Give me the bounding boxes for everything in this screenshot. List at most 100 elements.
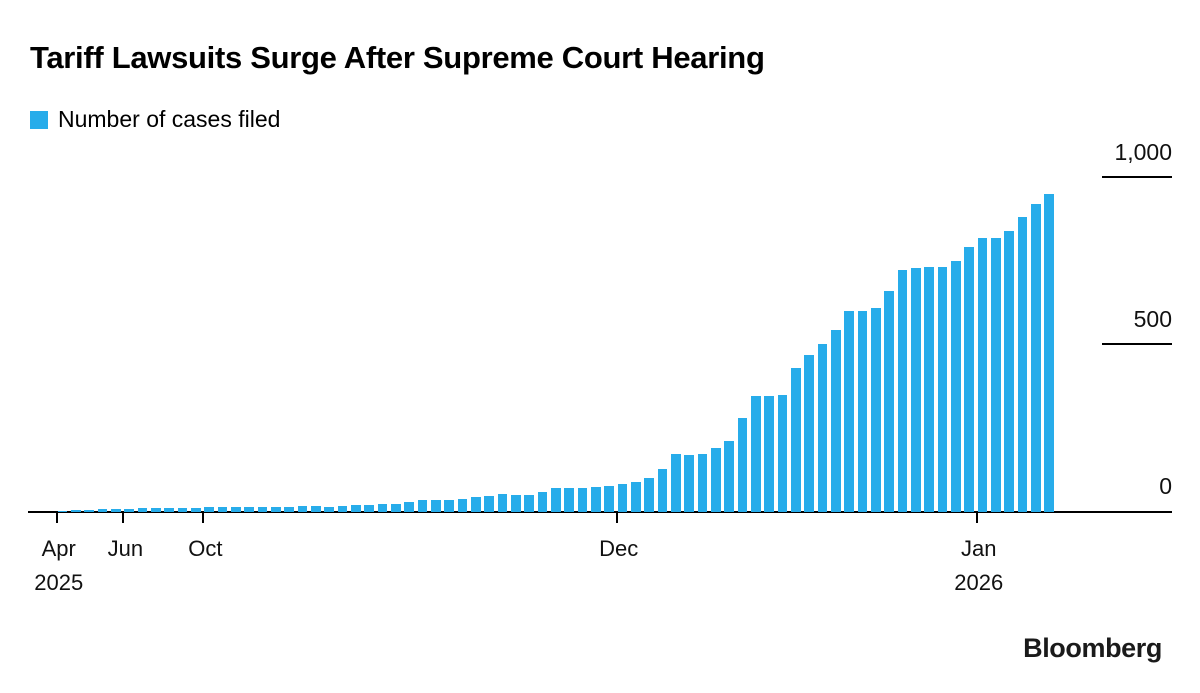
bar	[337, 505, 348, 512]
bar	[804, 355, 814, 512]
bar	[284, 506, 294, 512]
bar	[897, 269, 908, 512]
bar	[137, 508, 148, 512]
bar	[404, 502, 414, 512]
y-tick-label: 1,000	[1114, 138, 1172, 165]
x-tick-mark	[975, 513, 978, 523]
bar	[164, 507, 174, 512]
x-tick-label: Apr	[41, 536, 76, 561]
x-tick-mark	[122, 513, 125, 523]
bar	[431, 500, 441, 512]
y-tick-label: 500	[1133, 305, 1172, 332]
bar	[97, 509, 108, 512]
bar	[364, 504, 374, 512]
bar	[1044, 194, 1054, 512]
bar	[417, 500, 428, 512]
bar	[351, 504, 361, 512]
bar	[711, 447, 721, 512]
bar	[57, 510, 68, 512]
y-tick-line	[1102, 175, 1172, 178]
bar	[657, 469, 668, 512]
x-tick-label: Dec	[599, 536, 639, 561]
x-tick-label: Oct	[188, 536, 223, 561]
bar	[151, 507, 161, 512]
bar	[377, 504, 388, 512]
chart-title: Tariff Lawsuits Surge After Supreme Cour…	[30, 40, 765, 75]
bar	[177, 507, 188, 512]
bar	[591, 486, 601, 512]
bar	[884, 290, 894, 512]
bar	[911, 268, 921, 512]
bar	[604, 486, 614, 512]
bar	[817, 344, 828, 512]
bar	[457, 498, 468, 512]
bar	[737, 417, 748, 512]
bar	[951, 261, 961, 512]
y-tick-label: 0	[1159, 473, 1172, 499]
bar	[1017, 216, 1028, 512]
bar	[324, 506, 334, 512]
bar	[551, 487, 561, 512]
x-tick-label: Jan	[960, 536, 997, 561]
bar	[777, 394, 788, 512]
x-tick-label: Jun	[107, 536, 144, 561]
bar	[271, 506, 281, 512]
x-tick-mark	[202, 513, 205, 523]
bar	[511, 494, 521, 512]
bloomberg-logo: Bloomberg	[1023, 633, 1162, 663]
bar	[577, 487, 588, 512]
bar	[311, 506, 321, 512]
x-tick-sublabel: 2025	[34, 570, 84, 595]
bar	[857, 310, 868, 512]
bar	[471, 497, 481, 512]
x-axis-line	[28, 511, 1172, 513]
bar	[191, 507, 201, 512]
bar	[977, 237, 988, 512]
legend-swatch-icon	[30, 110, 48, 129]
x-tick-mark	[55, 513, 58, 523]
bar	[964, 247, 974, 512]
bar	[111, 508, 121, 512]
bar	[684, 455, 694, 512]
bar	[844, 311, 854, 512]
bar	[831, 330, 841, 512]
bar	[791, 368, 801, 512]
bar	[244, 506, 254, 512]
bar	[524, 495, 534, 512]
bar	[84, 509, 94, 512]
legend-label: Number of cases filed	[58, 106, 281, 132]
bar	[297, 506, 308, 512]
bar	[724, 441, 734, 512]
bar	[1004, 231, 1014, 512]
bar	[1031, 204, 1041, 512]
x-tick-mark	[615, 513, 618, 523]
bar	[617, 484, 628, 512]
bar	[257, 506, 268, 512]
bar	[937, 267, 948, 512]
bar	[537, 491, 548, 512]
bar	[217, 507, 228, 512]
bar	[697, 454, 708, 512]
bar	[124, 508, 134, 512]
bar	[231, 506, 241, 512]
bar	[564, 487, 574, 512]
x-tick-sublabel: 2026	[954, 570, 1004, 595]
bar	[751, 395, 761, 512]
bar	[924, 267, 934, 512]
bar	[764, 395, 774, 512]
y-tick-line	[1102, 342, 1172, 345]
bar	[631, 481, 641, 512]
bar	[991, 237, 1001, 512]
legend: Number of cases filed	[30, 106, 280, 133]
bar	[204, 507, 214, 512]
bar	[671, 454, 681, 512]
bar	[871, 307, 881, 512]
bar	[444, 499, 454, 512]
bar	[644, 477, 654, 512]
bar	[71, 510, 81, 512]
bar	[391, 503, 401, 512]
bar	[484, 495, 494, 512]
bar	[497, 493, 508, 512]
